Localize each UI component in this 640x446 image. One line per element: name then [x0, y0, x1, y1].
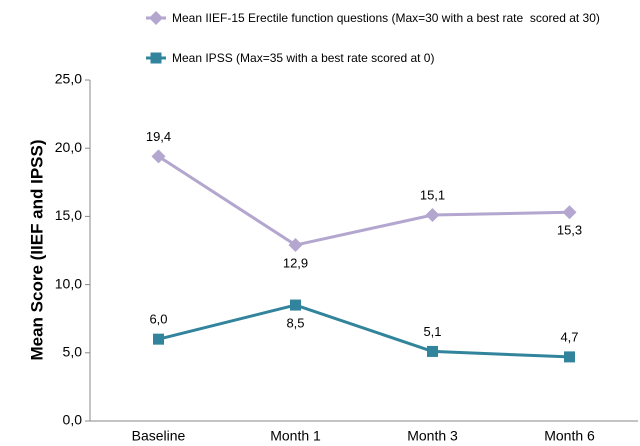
- data-label: 12,9: [283, 255, 308, 270]
- x-tick-label: Month 1: [270, 428, 321, 444]
- x-tick-label: Baseline: [132, 428, 186, 444]
- x-tick-label: Month 3: [407, 428, 458, 444]
- legend-label: Mean IIEF-15 Erectile function questions…: [172, 11, 600, 25]
- y-tick-label: 0,0: [63, 412, 83, 428]
- marker: [562, 205, 577, 220]
- marker: [427, 345, 438, 357]
- x-tick-label: Month 6: [544, 428, 595, 444]
- marker: [153, 333, 164, 345]
- series-line: [157, 155, 570, 247]
- legend-marker: [149, 11, 163, 25]
- data-label: 4,7: [560, 329, 578, 344]
- data-label: 15,3: [557, 223, 582, 238]
- marker: [288, 238, 303, 253]
- data-label: 8,5: [286, 315, 304, 330]
- y-tick-label: 25,0: [55, 71, 82, 87]
- data-label: 15,1: [420, 187, 445, 202]
- y-tick-label: 15,0: [55, 207, 82, 223]
- marker: [151, 149, 166, 164]
- legend-label: Mean IPSS (Max=35 with a best rate score…: [172, 51, 435, 65]
- data-label: 19,4: [146, 129, 171, 144]
- y-axis-title: Mean Score (IIEF and IPSS): [27, 139, 46, 360]
- marker: [564, 351, 575, 363]
- y-tick-label: 20,0: [55, 139, 82, 155]
- data-label: 6,0: [149, 312, 167, 327]
- y-tick-label: 10,0: [55, 275, 82, 291]
- data-label: 5,1: [423, 324, 441, 339]
- series-line: [158, 303, 570, 359]
- marker: [290, 299, 301, 311]
- y-tick-label: 5,0: [63, 344, 83, 360]
- marker: [425, 208, 440, 223]
- legend-marker: [150, 52, 162, 64]
